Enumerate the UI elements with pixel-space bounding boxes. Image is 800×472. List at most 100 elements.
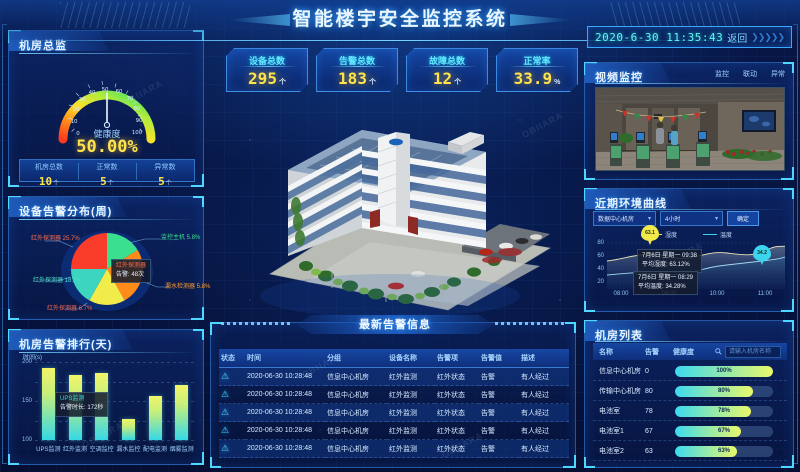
video-feed[interactable] bbox=[595, 87, 785, 171]
kpi-label-normal-rate: 正常率 bbox=[523, 56, 551, 66]
svg-text:60: 60 bbox=[116, 89, 123, 95]
col-group[interactable]: 分组 bbox=[325, 349, 387, 368]
room-col-alarms[interactable]: 告警 bbox=[645, 348, 659, 356]
table-cell: 告警 bbox=[479, 403, 519, 422]
room-search[interactable] bbox=[715, 345, 787, 358]
list-item[interactable]: 电池室2 63 63% bbox=[593, 442, 787, 461]
temperature-marker-value: 34.2 bbox=[753, 245, 771, 261]
table-row[interactable]: ⚠ 2020-06-30 10:28:48 信息中心机房 红外监测 红外状态 告警 有人经过 bbox=[219, 421, 569, 440]
svg-text:40: 40 bbox=[89, 90, 96, 96]
room-list-header: 名称 告警 健康度 bbox=[593, 343, 787, 360]
tab-linkage[interactable]: 联动 bbox=[743, 71, 757, 78]
bar-tooltip: UPS监测 告警时长: 172秒 bbox=[55, 392, 109, 417]
table-row[interactable]: ⚠ 2020-06-30 10:28:48 信息中心机房 红外监测 红外状态 告警 有人经过 bbox=[219, 367, 569, 386]
health-progress-bar: 80% bbox=[675, 385, 773, 397]
pie-label-2: 漏水检测器 5.8% bbox=[165, 284, 211, 290]
list-item[interactable]: 传输中心机房 80 80% bbox=[593, 382, 787, 401]
tab-monitor[interactable]: 监控 bbox=[715, 71, 729, 78]
table-row[interactable]: ⚠ 2020-06-30 10:28:48 信息中心机房 红外监测 红外状态 告警 有人经过 bbox=[219, 403, 569, 422]
table-cell: 红外状态 bbox=[435, 367, 479, 386]
room-search-input[interactable] bbox=[725, 345, 781, 358]
environment-chart-plot[interactable]: 80 60 40 20 08:00 09:00 10:00 11:00 63.1… bbox=[597, 225, 786, 297]
legend-temperature-swatch bbox=[703, 234, 717, 235]
humidity-tooltip-time: 7月6日 星期一 09:38 bbox=[642, 253, 698, 259]
env-xtick-2: 10:00 bbox=[709, 291, 725, 297]
health-progress-fill bbox=[675, 445, 737, 457]
bar-3[interactable] bbox=[121, 418, 135, 440]
kpi-card-alarm-total[interactable]: 告警总数 183 个 bbox=[316, 48, 398, 92]
building-3d-model[interactable] bbox=[210, 96, 580, 318]
health-progress-bar: 63% bbox=[675, 445, 773, 457]
kpi-card-device-total[interactable]: 设备总数 295 个 bbox=[226, 48, 308, 92]
environment-controls: 数据中心机房 ▾ 4小时 ▾ 确定 bbox=[593, 211, 759, 226]
svg-text:70: 70 bbox=[127, 96, 134, 102]
list-item[interactable]: 电池室 78 78% bbox=[593, 402, 787, 421]
legend-temperature[interactable]: 温度 bbox=[703, 230, 732, 239]
kpi-value-device-total: 295 个 bbox=[227, 69, 307, 88]
col-status[interactable]: 状态 bbox=[219, 349, 245, 368]
humidity-tooltip: 7月6日 星期一 09:38 平均湿度: 63.12% bbox=[637, 249, 703, 273]
col-alarm-value[interactable]: 告警值 bbox=[479, 349, 519, 368]
tab-abnormal[interactable]: 异常 bbox=[771, 71, 785, 78]
bar-gridline: 200 bbox=[22, 359, 195, 365]
kpi-number-fault-total: 12 bbox=[432, 69, 453, 88]
kpi-card-normal-rate[interactable]: 正常率 33.9% bbox=[496, 48, 578, 92]
table-cell: ⚠ bbox=[219, 403, 245, 422]
col-description[interactable]: 描述 bbox=[519, 349, 569, 368]
confirm-button[interactable]: 确定 bbox=[727, 211, 759, 226]
bar-gridline: 0 bbox=[35, 440, 195, 441]
table-cell: 告警 bbox=[479, 421, 519, 440]
kpi-value-normal-rate: 33.9% bbox=[497, 69, 577, 88]
room-name: 电池室 bbox=[599, 408, 620, 415]
warning-triangle-icon: ⚠ bbox=[221, 407, 230, 417]
table-row[interactable]: ⚠ 2020-06-30 10:28:48 信息中心机房 红外监测 红外状态 告警 有人经过 bbox=[219, 439, 569, 458]
room-alarm-ranking-title: 机房告警排行(天) bbox=[19, 339, 113, 351]
header-hatch-right bbox=[610, 2, 740, 28]
svg-text:0: 0 bbox=[76, 131, 80, 137]
bar-4[interactable] bbox=[148, 396, 162, 440]
table-cell: 红外状态 bbox=[435, 403, 479, 422]
svg-text:30: 30 bbox=[79, 97, 86, 103]
col-device-name[interactable]: 设备名称 bbox=[387, 349, 435, 368]
stat-total-rooms-value: 10 bbox=[38, 175, 53, 188]
alarm-distribution-pie[interactable]: 红外探测器 25.7% 监控主机 5.8% 漏水检测器 5.8% 红外探测器 1… bbox=[9, 215, 210, 321]
humidity-marker-value: 63.1 bbox=[641, 225, 659, 241]
room-col-name[interactable]: 名称 bbox=[599, 348, 613, 356]
stat-abnormal-rooms-label: 异常数 bbox=[154, 164, 176, 171]
table-cell: 有人经过 bbox=[519, 421, 569, 440]
warning-triangle-icon: ⚠ bbox=[221, 443, 230, 453]
kpi-unit-fault-total: 个 bbox=[454, 79, 462, 86]
table-cell: 有人经过 bbox=[519, 439, 569, 458]
col-alarm-item[interactable]: 告警项 bbox=[435, 349, 479, 368]
table-cell: 告警 bbox=[479, 367, 519, 386]
pie-tooltip: 红外探测器 告警: 48次 bbox=[111, 259, 152, 283]
col-time[interactable]: 时间 bbox=[245, 349, 325, 368]
alarm-table: 状态 时间 分组 设备名称 告警项 告警值 描述 ⚠ 2020-06-30 10:… bbox=[219, 349, 569, 458]
temperature-marker: 34.2 bbox=[753, 245, 771, 265]
bar-5[interactable] bbox=[175, 384, 189, 440]
list-item[interactable]: 信息中心机房 0 100% bbox=[593, 362, 787, 381]
table-cell: 红外监测 bbox=[387, 439, 435, 458]
svg-text:80: 80 bbox=[134, 106, 141, 112]
table-row[interactable]: ⚠ 2020-06-30 10:28:48 信息中心机房 红外监测 红外状态 告警 有人经过 bbox=[219, 385, 569, 404]
bar-ytick: 100 bbox=[21, 437, 32, 443]
range-select[interactable]: 4小时 ▾ bbox=[660, 211, 723, 226]
kpi-card-fault-total[interactable]: 故障总数 12 个 bbox=[406, 48, 488, 92]
room-select[interactable]: 数据中心机房 ▾ bbox=[593, 211, 656, 226]
table-cell: 信息中心机房 bbox=[325, 367, 387, 386]
bar-0[interactable] bbox=[41, 367, 55, 440]
video-surveillance-panel: 视频监控 监控 联动 异常 bbox=[584, 62, 794, 180]
env-ytick-20: 20 bbox=[597, 279, 604, 285]
health-progress-fill bbox=[675, 365, 773, 377]
health-label: 健康度 bbox=[93, 129, 121, 139]
table-cell: 2020-06-30 10:28:48 bbox=[245, 403, 325, 422]
room-alarm-count: 78 bbox=[645, 407, 653, 415]
kpi-unit-device-total: 个 bbox=[278, 79, 286, 86]
kpi-label-device-total: 设备总数 bbox=[248, 56, 285, 66]
video-tabs: 监控 联动 异常 bbox=[715, 69, 785, 79]
latest-alarms-panel: 最新告警信息 状态 时间 分组 设备名称 告警项 告警值 描述 ⚠ 2020-06… bbox=[210, 322, 576, 468]
list-item[interactable]: 电池室1 67 67% bbox=[593, 422, 787, 441]
back-button[interactable]: 返回 bbox=[727, 33, 748, 45]
room-col-health[interactable]: 健康度 bbox=[673, 348, 694, 356]
